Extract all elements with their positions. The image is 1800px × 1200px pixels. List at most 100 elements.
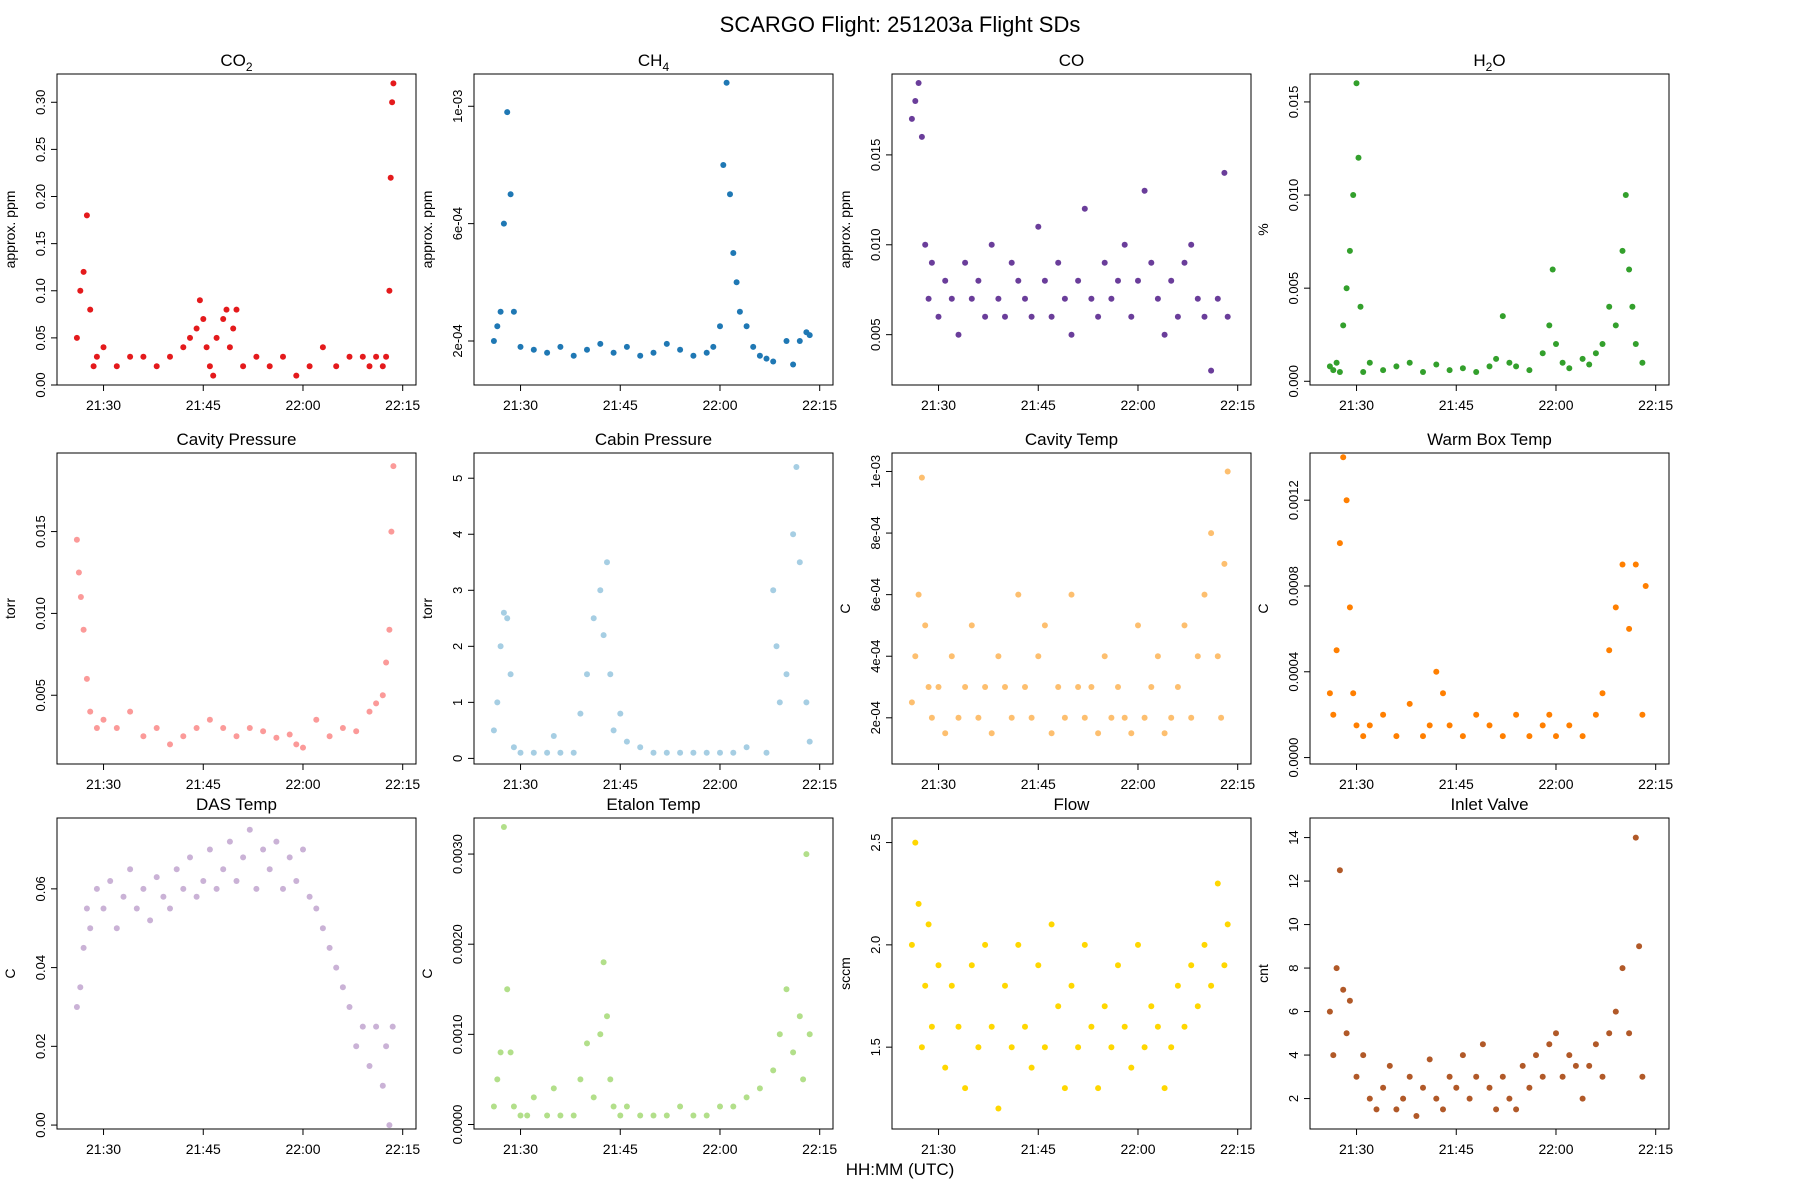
data-point <box>1224 313 1231 320</box>
data-point <box>756 1085 763 1092</box>
data-point <box>1406 359 1413 366</box>
data-point <box>790 1049 797 1056</box>
data-point <box>366 1063 373 1069</box>
data-point <box>1459 1052 1466 1059</box>
data-point <box>1161 1085 1168 1092</box>
data-point <box>80 944 87 951</box>
data-point <box>690 352 697 359</box>
x-tick-label: 21:30 <box>921 397 956 413</box>
y-tick-label: 0.00 <box>33 1112 48 1137</box>
y-tick-label: 14 <box>1286 830 1301 844</box>
data-point <box>584 346 590 353</box>
data-point <box>366 363 373 370</box>
data-point <box>1519 1062 1526 1069</box>
data-point <box>346 1004 353 1010</box>
x-tick-label: 21:30 <box>86 397 121 413</box>
data-point <box>1506 359 1513 366</box>
data-point <box>1108 1044 1115 1051</box>
data-point <box>1214 880 1221 887</box>
data-point <box>246 725 253 731</box>
data-point <box>93 885 100 892</box>
data-point <box>604 559 610 566</box>
data-point <box>975 714 982 721</box>
data-point <box>206 363 213 370</box>
data-point <box>313 716 320 723</box>
data-point <box>1406 700 1413 707</box>
data-point <box>73 334 80 341</box>
data-point <box>1380 711 1387 718</box>
data-point <box>1221 560 1228 567</box>
data-point <box>1101 259 1108 266</box>
data-point <box>918 474 925 481</box>
data-point <box>173 866 180 873</box>
data-point <box>1008 259 1015 266</box>
data-point <box>490 727 497 734</box>
data-point <box>975 277 982 284</box>
data-point <box>750 343 757 350</box>
data-point <box>379 363 386 370</box>
data-point <box>1606 647 1613 654</box>
data-point <box>922 982 929 989</box>
data-point <box>494 699 501 706</box>
panel-title-subscript: 2 <box>246 60 253 74</box>
y-tick-label: 0.0004 <box>1286 652 1301 692</box>
y-axis-label: C <box>1255 603 1271 613</box>
data-point <box>806 738 813 745</box>
data-point <box>497 308 504 315</box>
data-point <box>915 591 922 598</box>
data-point <box>982 313 989 320</box>
y-axis-label: cnt <box>1255 964 1271 983</box>
data-point <box>1622 192 1629 198</box>
data-point <box>339 984 346 991</box>
data-point <box>796 559 803 566</box>
data-point <box>637 744 644 751</box>
data-point <box>1526 367 1533 374</box>
data-point <box>100 716 107 723</box>
y-axis-label: torr <box>2 598 18 619</box>
data-point <box>390 80 397 87</box>
data-point <box>266 363 273 370</box>
data-point <box>1218 714 1225 721</box>
panel-title: Inlet Valve <box>1450 795 1528 814</box>
y-tick-label: 6 <box>1286 1008 1301 1015</box>
data-point <box>577 1076 584 1083</box>
data-point <box>167 353 173 360</box>
data-point <box>100 905 107 912</box>
data-point <box>677 346 684 353</box>
data-point <box>1553 733 1559 740</box>
data-point <box>1592 1041 1599 1048</box>
y-tick-label: 6e-04 <box>868 578 883 611</box>
x-tick-label: 22:15 <box>1638 397 1673 413</box>
y-axis-label: approx. ppm <box>837 191 853 269</box>
data-point <box>293 372 300 379</box>
data-point <box>1208 982 1215 989</box>
data-point <box>153 874 160 881</box>
x-tick-label: 22:00 <box>1120 776 1155 792</box>
data-point <box>1586 361 1593 368</box>
panel-title-main: CO <box>1059 51 1085 70</box>
data-point <box>733 279 740 286</box>
data-point <box>389 1023 396 1030</box>
data-point <box>1075 1044 1082 1051</box>
data-point <box>1336 540 1343 547</box>
data-point <box>1393 1106 1400 1113</box>
data-point <box>510 1103 517 1110</box>
data-point <box>942 1064 949 1071</box>
data-point <box>763 749 770 756</box>
x-tick-label: 21:45 <box>186 397 221 413</box>
panel-title: Cabin Pressure <box>595 430 712 449</box>
data-point <box>387 174 394 181</box>
data-point <box>1400 1095 1407 1102</box>
data-point <box>1513 711 1520 718</box>
data-point <box>922 241 929 248</box>
data-point <box>1606 303 1613 310</box>
y-tick-label: 0.00 <box>33 372 48 397</box>
data-point <box>1121 1023 1128 1030</box>
data-point <box>80 268 87 275</box>
data-point <box>1002 684 1008 690</box>
data-point <box>240 363 247 370</box>
data-point <box>968 962 975 969</box>
y-tick-label: 1.5 <box>868 1038 883 1056</box>
x-tick-label: 22:15 <box>802 776 837 792</box>
data-point <box>293 878 300 884</box>
